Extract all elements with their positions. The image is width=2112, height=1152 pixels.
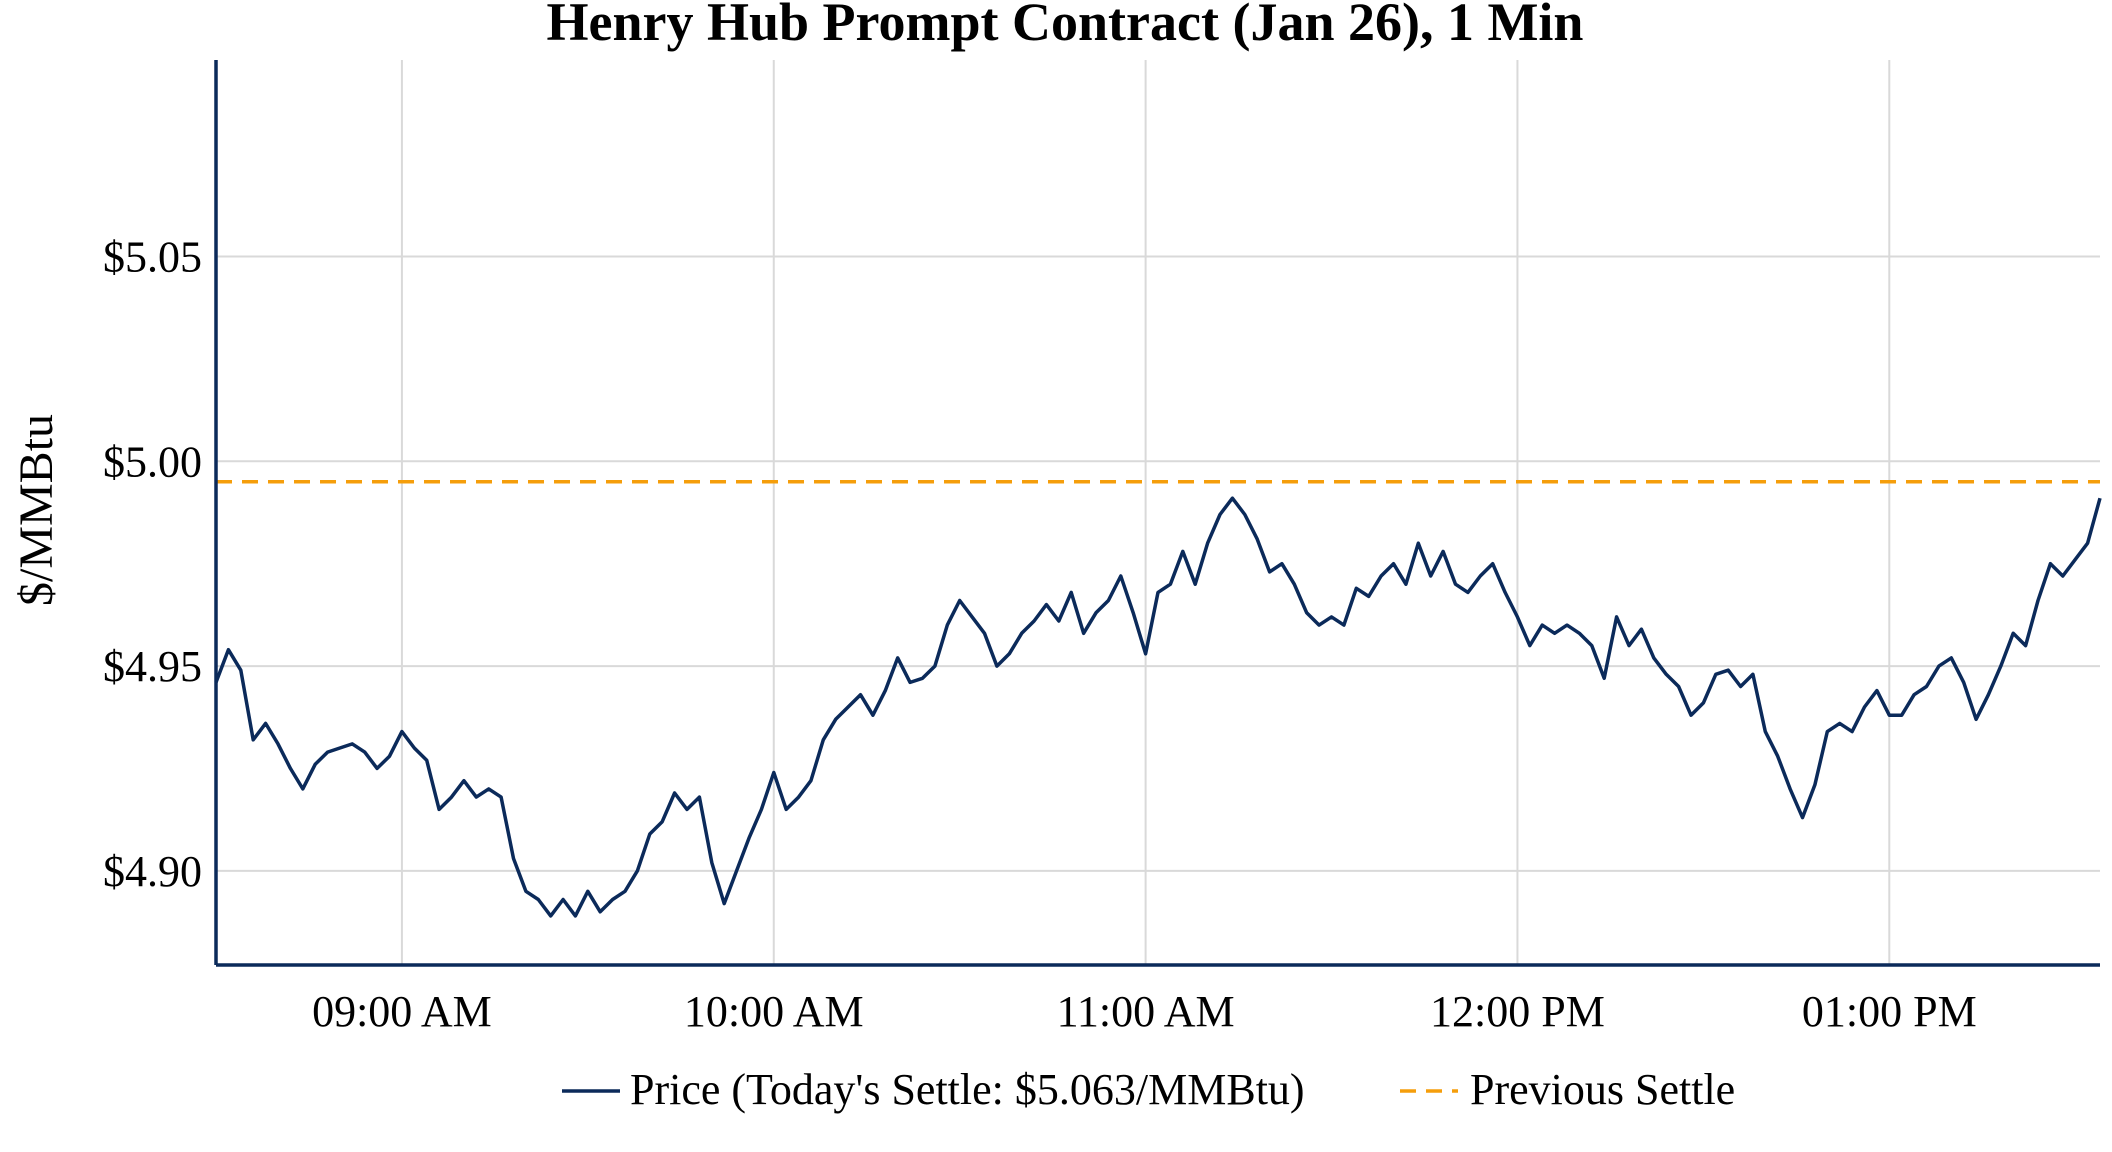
y-tick-label: $4.90 [103, 847, 202, 896]
y-tick-label: $5.05 [103, 233, 202, 282]
price-line [214, 496, 2102, 918]
x-tick-label: 01:00 PM [1802, 987, 1977, 1036]
y-tick-labels: $4.90 $4.95 $5.00 $5.05 [103, 233, 202, 896]
legend-label-price: Price (Today's Settle: $5.063/MMBtu) [630, 1065, 1305, 1114]
legend-label-previous-settle: Previous Settle [1470, 1065, 1735, 1114]
y-tick-label: $5.00 [103, 437, 202, 486]
x-tick-label: 11:00 AM [1057, 987, 1235, 1036]
y-axis-label: $/MMBtu [10, 414, 63, 606]
series-lines [214, 496, 2102, 918]
x-tick-labels: 09:00 AM 10:00 AM 11:00 AM 12:00 PM 01:00 PM [312, 987, 1977, 1036]
legend: Price (Today's Settle: $5.063/MMBtu) Prev… [562, 1065, 1735, 1114]
x-tick-label: 10:00 AM [684, 987, 864, 1036]
x-gridlines [400, 60, 1891, 965]
y-tick-label: $4.95 [103, 642, 202, 691]
y-gridlines [216, 255, 2100, 872]
x-tick-label: 09:00 AM [312, 987, 492, 1036]
x-tick-label: 12:00 PM [1430, 987, 1605, 1036]
chart-title: Henry Hub Prompt Contract (Jan 26), 1 Mi… [547, 0, 1584, 52]
